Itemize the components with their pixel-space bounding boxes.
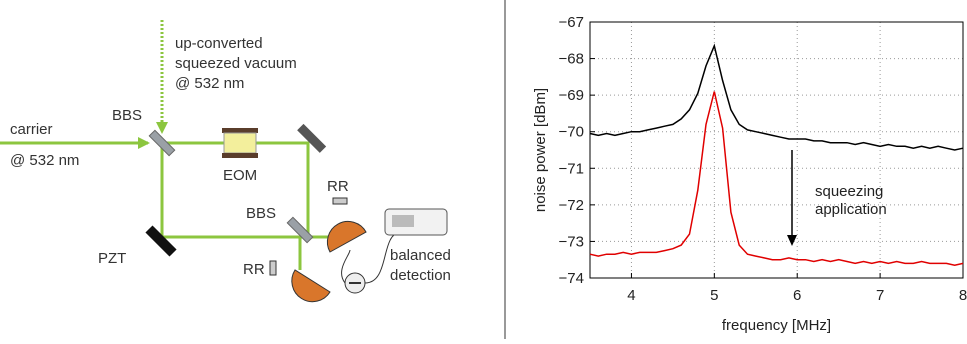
y-axis-label: noise power [dBm] [532,88,549,212]
label: RR [327,178,349,195]
eom [223,132,257,154]
y-tick-label: −68 [559,51,584,68]
label: balanced [390,247,451,264]
x-tick-label: 8 [959,287,967,304]
retroreflector [269,260,277,276]
x-axis-label: frequency [MHz] [722,317,831,334]
photodiode [291,269,331,303]
label: detection [390,267,451,284]
bbs [286,216,314,244]
chart: −74 −73 −72 −71 −70 −69 −68 −67 4 5 6 7 8 frequency [… [532,14,967,334]
label: BBS [112,107,142,124]
y-tick-label: −70 [559,124,584,141]
x-tick-label: 7 [876,287,884,304]
y-tick-label: −72 [559,197,584,214]
y-tick-label: −73 [559,233,584,250]
y-tick-label: −74 [559,270,584,287]
trace [589,91,964,266]
label: RR [243,261,265,278]
screen [392,215,414,227]
bbs [148,129,176,157]
y-tick-label: −67 [559,14,584,31]
arrowhead [156,122,168,134]
label: EOM [223,167,257,184]
x-tick-label: 4 [627,287,635,304]
plot-frame [589,21,964,279]
label: PZT [98,250,126,267]
retroreflector [332,197,348,205]
trace [589,43,964,151]
annotation: squeezing [815,183,883,200]
annotation: application [815,201,887,218]
label: squeezed vacuum [175,55,297,72]
arrowhead [138,137,150,149]
mirror [297,123,327,153]
label: BBS [246,205,276,222]
y-tick-label: −71 [559,160,584,177]
photodiode [326,220,367,253]
setup-diagram: up-converted squeezed vacuum @ 532 nm ca… [0,20,451,303]
y-tick-label: −69 [559,87,584,104]
label: @ 532 nm [10,152,79,169]
eom [222,153,258,158]
pzt-mirror [145,225,177,257]
label: @ 532 nm [175,75,244,92]
label: carrier [10,121,53,138]
x-tick-label: 6 [793,287,801,304]
label: up-converted [175,35,263,52]
eom [222,128,258,133]
arrowhead [787,235,797,246]
x-tick-label: 5 [710,287,718,304]
